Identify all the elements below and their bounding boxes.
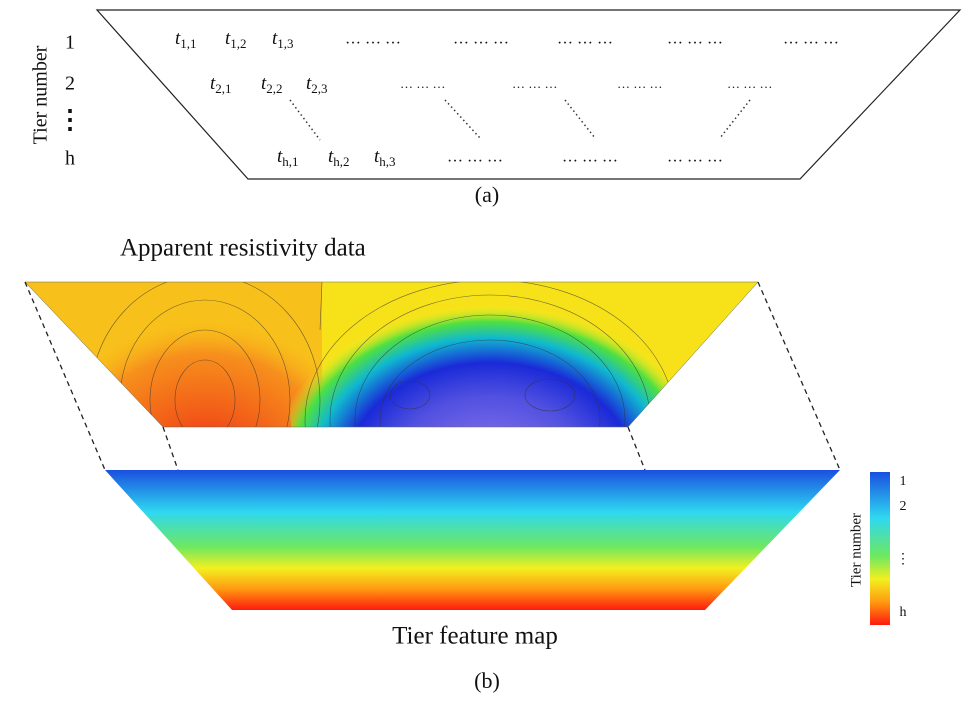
term-subscript: h,2: [333, 154, 349, 169]
caption: (a): [475, 182, 499, 207]
term-subscript: 1,1: [180, 36, 196, 51]
term: t1,3: [272, 28, 294, 51]
ellipsis: … … …: [727, 76, 773, 91]
bottom-title: Tier feature map: [392, 623, 558, 650]
caption: (b): [474, 668, 500, 693]
term-subscript: 2,2: [266, 81, 282, 96]
term-base: t: [261, 73, 267, 94]
ellipsis: … … …: [667, 31, 723, 48]
term-base: t: [225, 28, 231, 49]
ellipsis: … … …: [447, 149, 503, 166]
colorbar-tick: 2: [900, 499, 907, 514]
term-subscript: 1,2: [230, 36, 246, 51]
ellipsis: … … …: [783, 31, 839, 48]
term: t1,2: [225, 28, 247, 51]
tier-label: ⋮: [57, 105, 83, 134]
diagonal-dots: [289, 99, 751, 141]
term-base: t: [272, 28, 278, 49]
term-subscript: 2,3: [311, 81, 327, 96]
term-subscript: 1,3: [277, 36, 293, 51]
term: th,1: [277, 146, 299, 169]
term: t2,1: [210, 73, 232, 96]
term-base: t: [210, 73, 216, 94]
term-subscript: 2,1: [215, 81, 231, 96]
resistivity-map: [25, 282, 758, 427]
colorbar-tick: h: [900, 605, 907, 620]
term: t2,2: [261, 73, 283, 96]
tier-label: h: [65, 148, 75, 170]
term-base: t: [328, 146, 334, 167]
term-base: t: [306, 73, 312, 94]
axis-label: Tier number: [30, 45, 52, 144]
term: th,2: [328, 146, 350, 169]
tier-feature-map: [105, 470, 840, 610]
ellipsis: … … …: [667, 149, 723, 166]
term: t1,1: [175, 28, 197, 51]
colorbar-label: Tier number: [848, 513, 864, 587]
ellipsis: … … …: [617, 76, 663, 91]
term: th,3: [374, 146, 396, 169]
ellipsis: … … …: [557, 31, 613, 48]
tier-label: 2: [65, 73, 75, 95]
colorbar-tick: 1: [900, 474, 907, 489]
projection-lines: [24, 281, 841, 471]
ellipsis: … … …: [400, 76, 446, 91]
tier-label: 1: [65, 32, 75, 54]
term: t2,3: [306, 73, 328, 96]
ellipsis: … … …: [345, 31, 401, 48]
term-subscript: h,1: [282, 154, 298, 169]
ellipsis: … … …: [512, 76, 558, 91]
ellipsis: … … …: [453, 31, 509, 48]
colorbar: [870, 472, 890, 625]
colorbar-tick: ⋮: [896, 552, 910, 567]
term-base: t: [374, 146, 380, 167]
term-base: t: [277, 146, 283, 167]
trapezoid: [95, 9, 962, 180]
term-subscript: h,3: [379, 154, 395, 169]
term-base: t: [175, 28, 181, 49]
top-title: Apparent resistivity data: [120, 235, 366, 262]
ellipsis: … … …: [562, 149, 618, 166]
